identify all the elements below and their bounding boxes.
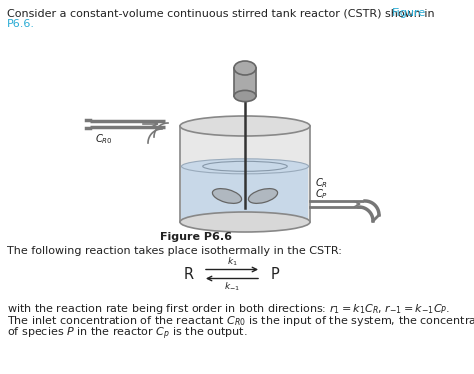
Text: The inlet concentration of the reactant $C_{R0}$ is the input of the system, the: The inlet concentration of the reactant … xyxy=(7,314,474,328)
Ellipse shape xyxy=(248,188,278,203)
Text: $C_P$: $C_P$ xyxy=(315,187,328,201)
Text: $k_{-1}$: $k_{-1}$ xyxy=(224,280,240,293)
Text: $\mathrm{P}$: $\mathrm{P}$ xyxy=(270,266,280,282)
Bar xyxy=(234,68,256,96)
Text: P6.6.: P6.6. xyxy=(7,19,35,29)
Ellipse shape xyxy=(180,212,310,232)
Text: The following reaction takes place isothermally in the CSTR:: The following reaction takes place isoth… xyxy=(7,246,342,256)
Text: with the reaction rate being first order in both directions: $r_1 = k_1C_R$, $r_: with the reaction rate being first order… xyxy=(7,302,450,316)
Bar xyxy=(180,126,310,222)
Bar xyxy=(182,166,309,222)
Text: $C_R$: $C_R$ xyxy=(315,176,328,190)
Text: Figure: Figure xyxy=(392,8,426,18)
Ellipse shape xyxy=(180,116,310,136)
Text: $C_{R0}$: $C_{R0}$ xyxy=(95,132,113,146)
Text: of species $P$ in the reactor $C_p$ is the output.: of species $P$ in the reactor $C_p$ is t… xyxy=(7,326,247,343)
Ellipse shape xyxy=(182,159,309,174)
Text: $k_1$: $k_1$ xyxy=(227,255,237,267)
Ellipse shape xyxy=(234,61,256,75)
Ellipse shape xyxy=(212,188,242,203)
Text: $\mathrm{R}$: $\mathrm{R}$ xyxy=(183,266,195,282)
Ellipse shape xyxy=(234,91,256,102)
Text: Figure P6.6: Figure P6.6 xyxy=(160,232,232,242)
Text: Consider a constant-volume continuous stirred tank reactor (CSTR) shown in: Consider a constant-volume continuous st… xyxy=(7,8,438,18)
